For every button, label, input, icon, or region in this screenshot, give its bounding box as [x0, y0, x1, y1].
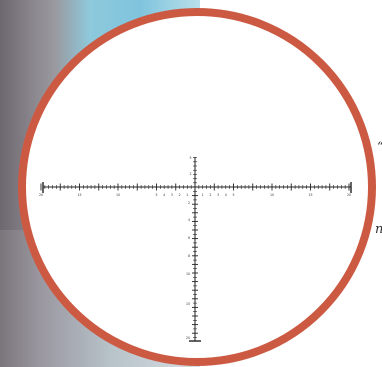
- v-label-bottom: 20: [186, 336, 190, 340]
- vertical-labels: 5 2 2 4 6 8 10 15 20: [186, 156, 192, 340]
- h-label: 15: [77, 193, 81, 197]
- v-label-bottom: 6: [188, 236, 190, 240]
- h-label: 3: [171, 193, 173, 197]
- h-label: 10: [270, 193, 274, 197]
- v-label-bottom: 2: [188, 201, 190, 205]
- v-label-bottom: 8: [188, 254, 190, 258]
- side-text-bottom: n: [375, 222, 382, 237]
- h-label: 4: [225, 193, 227, 197]
- h-label: 1: [186, 193, 188, 197]
- h-label: 2: [209, 193, 211, 197]
- h-label: 20: [347, 193, 351, 197]
- h-label: 1: [202, 193, 204, 197]
- side-text-top: “: [377, 140, 382, 155]
- h-label: 15: [308, 193, 312, 197]
- horizontal-ticks: [40, 183, 350, 191]
- v-label-top: 2: [189, 172, 191, 176]
- h-label: 3: [217, 193, 219, 197]
- v-label-top: 5: [189, 156, 191, 160]
- vertical-ticks: [192, 157, 198, 338]
- h-label: 5: [232, 193, 234, 197]
- v-label-bottom: 10: [186, 272, 190, 276]
- h-label: 20: [39, 193, 43, 197]
- horizontal-labels: 20 15 10 5 4 3 2 1 1 2 3 4 5 10 15 20: [39, 193, 351, 197]
- h-label: 5: [155, 193, 157, 197]
- h-label: 2: [179, 193, 181, 197]
- v-label-bottom: 15: [186, 302, 190, 306]
- h-label: 4: [163, 193, 165, 197]
- v-label-bottom: 4: [188, 218, 190, 222]
- reticle-rim: [18, 8, 376, 366]
- h-label: 10: [116, 193, 120, 197]
